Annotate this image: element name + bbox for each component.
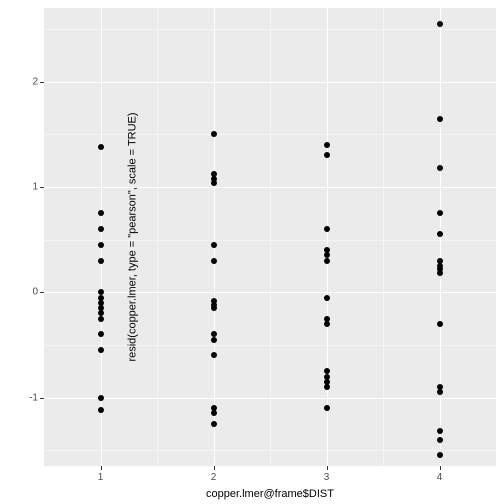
y-tick — [40, 398, 44, 399]
data-point — [324, 152, 330, 158]
data-point — [98, 331, 104, 337]
grid-major-h — [44, 398, 496, 399]
y-tick — [40, 82, 44, 83]
x-tick — [440, 466, 441, 470]
y-tick — [40, 292, 44, 293]
scatter-chart: resid(copper.lmer, type = "pearson", sca… — [0, 0, 504, 504]
data-point — [98, 407, 104, 413]
grid-major-h — [44, 292, 496, 293]
data-point — [437, 210, 443, 216]
y-tick-label: 2 — [24, 76, 38, 87]
data-point — [437, 231, 443, 237]
data-point — [437, 452, 443, 458]
x-tick-label: 4 — [437, 472, 443, 483]
data-point — [437, 21, 443, 27]
grid-major-v — [327, 8, 328, 466]
grid-major-v — [214, 8, 215, 466]
x-tick-label: 3 — [324, 472, 330, 483]
data-point — [324, 295, 330, 301]
x-tick — [101, 466, 102, 470]
data-point — [98, 258, 104, 264]
y-axis-title: resid(copper.lmer, type = "pearson", sca… — [127, 112, 139, 361]
plot-panel — [44, 8, 496, 466]
data-point — [211, 352, 217, 358]
data-point — [211, 337, 217, 343]
data-point — [437, 321, 443, 327]
data-point — [98, 210, 104, 216]
data-point — [211, 410, 217, 416]
data-point — [437, 165, 443, 171]
data-point — [437, 428, 443, 434]
y-tick-label: 1 — [24, 181, 38, 192]
data-point — [437, 389, 443, 395]
x-tick — [214, 466, 215, 470]
data-point — [324, 405, 330, 411]
data-point — [98, 144, 104, 150]
x-axis-title: copper.lmer@frame$DIST — [206, 488, 334, 500]
x-tick-label: 1 — [98, 472, 104, 483]
grid-major-h — [44, 187, 496, 188]
y-tick-label: -1 — [24, 392, 38, 403]
data-point — [211, 421, 217, 427]
data-point — [211, 131, 217, 137]
y-tick-label: 0 — [24, 287, 38, 298]
data-point — [437, 437, 443, 443]
data-point — [98, 347, 104, 353]
data-point — [437, 270, 443, 276]
data-point — [324, 226, 330, 232]
data-point — [98, 226, 104, 232]
grid-major-h — [44, 82, 496, 83]
data-point — [211, 242, 217, 248]
data-point — [211, 180, 217, 186]
data-point — [211, 305, 217, 311]
data-point — [324, 142, 330, 148]
x-tick-label: 2 — [211, 472, 217, 483]
data-point — [324, 384, 330, 390]
data-point — [98, 242, 104, 248]
data-point — [98, 316, 104, 322]
x-tick — [327, 466, 328, 470]
y-tick — [40, 187, 44, 188]
data-point — [324, 258, 330, 264]
data-point — [98, 395, 104, 401]
data-point — [211, 258, 217, 264]
data-point — [324, 321, 330, 327]
data-point — [437, 116, 443, 122]
